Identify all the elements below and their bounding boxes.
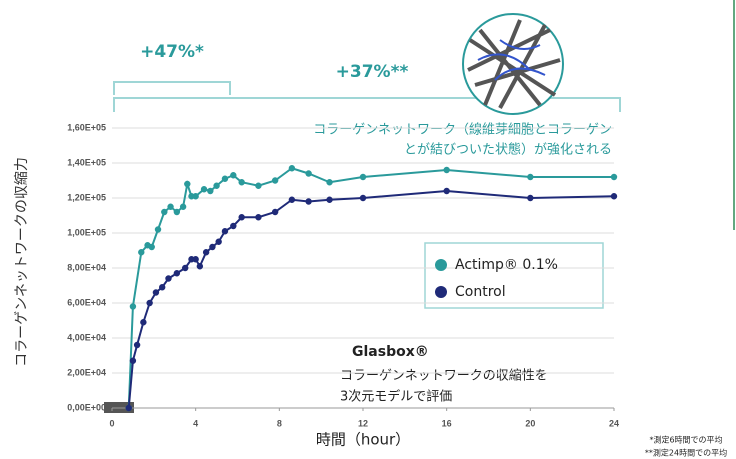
data-point	[174, 270, 180, 276]
data-point	[207, 188, 213, 194]
data-point	[203, 249, 209, 255]
data-point	[360, 174, 366, 180]
legend-marker	[435, 259, 447, 271]
data-point	[159, 284, 165, 290]
y-axis-label: コラーゲンネットワークの収縮力	[14, 157, 30, 367]
footnote: *測定6時間での平均	[649, 435, 722, 445]
data-point	[527, 174, 533, 180]
data-point	[184, 181, 190, 187]
fiber-icon	[463, 14, 563, 114]
y-tick-label: 1,60E+05	[67, 122, 106, 132]
y-tick-label: 1,00E+05	[67, 227, 106, 237]
data-point	[443, 188, 449, 194]
data-point	[272, 209, 278, 215]
data-point	[305, 198, 311, 204]
data-point	[155, 226, 161, 232]
data-point	[305, 170, 311, 176]
data-point	[149, 244, 155, 250]
data-point	[134, 342, 140, 348]
data-point	[126, 405, 132, 411]
data-point	[230, 223, 236, 229]
y-tick-label: 4,00E+04	[67, 332, 106, 342]
data-point	[138, 249, 144, 255]
y-tick-label: 1,40E+05	[67, 157, 106, 167]
y-tick-label: 2,00E+04	[67, 367, 106, 377]
data-point	[611, 174, 617, 180]
legend-marker	[435, 286, 447, 298]
annotation: +47%*	[140, 42, 204, 62]
bracket	[114, 82, 230, 95]
data-point	[222, 228, 228, 234]
data-point	[238, 179, 244, 185]
data-point	[130, 358, 136, 364]
data-point	[272, 177, 278, 183]
data-point	[182, 265, 188, 271]
x-tick-label: 8	[277, 418, 282, 428]
x-tick-label: 20	[525, 418, 535, 428]
x-tick-label: 16	[442, 418, 452, 428]
data-point	[289, 165, 295, 171]
data-point	[360, 195, 366, 201]
x-tick-label: 12	[358, 418, 368, 428]
data-point	[140, 319, 146, 325]
data-point	[174, 209, 180, 215]
data-point	[255, 214, 261, 220]
data-point	[192, 256, 198, 262]
page: {"chart_data": {"type": "line", "y_label…	[0, 0, 736, 459]
data-point	[326, 197, 332, 203]
annotation: とが結びついた状態）が強化される	[404, 142, 612, 158]
y-tick-label: 1,20E+05	[67, 192, 106, 202]
annotation: +37%**	[336, 62, 409, 82]
data-point	[443, 167, 449, 173]
annotation: 3次元モデルで評価	[340, 389, 452, 405]
annotation: Glasbox®	[352, 344, 429, 360]
y-tick-label: 0,00E+00	[67, 402, 106, 412]
data-point	[230, 172, 236, 178]
annotation: コラーゲンネットワーク（線維芽細胞とコラーゲン	[313, 122, 612, 138]
y-tick-label: 8,00E+04	[67, 262, 106, 272]
data-point	[180, 204, 186, 210]
data-point	[611, 193, 617, 199]
x-tick-label: 24	[609, 418, 619, 428]
data-point	[192, 193, 198, 199]
data-point	[161, 209, 167, 215]
annotation: コラーゲンネットワークの収縮性を	[340, 368, 548, 384]
data-point	[209, 244, 215, 250]
legend-label: Control	[455, 284, 506, 300]
data-point	[289, 197, 295, 203]
data-point	[153, 289, 159, 295]
chart: +47%* +37%** コラーゲンネットワーク（線維芽細胞とコラーゲン とが結…	[0, 0, 736, 459]
x-axis-label: 時間（hour）	[316, 431, 410, 449]
data-point	[255, 183, 261, 189]
legend-box	[425, 243, 603, 308]
x-tick-label: 0	[109, 418, 114, 428]
data-point	[130, 303, 136, 309]
legend-label: Actimp® 0.1%	[455, 257, 558, 273]
data-point	[213, 183, 219, 189]
data-point	[201, 186, 207, 192]
data-point	[167, 204, 173, 210]
data-point	[527, 195, 533, 201]
data-point	[238, 214, 244, 220]
data-point	[222, 176, 228, 182]
data-point	[146, 300, 152, 306]
data-point	[326, 179, 332, 185]
data-point	[197, 263, 203, 269]
data-point	[165, 275, 171, 281]
x-tick-label: 4	[193, 418, 198, 428]
y-tick-label: 6,00E+04	[67, 297, 106, 307]
footnote: **測定24時間での平均	[645, 448, 727, 458]
data-point	[215, 239, 221, 245]
